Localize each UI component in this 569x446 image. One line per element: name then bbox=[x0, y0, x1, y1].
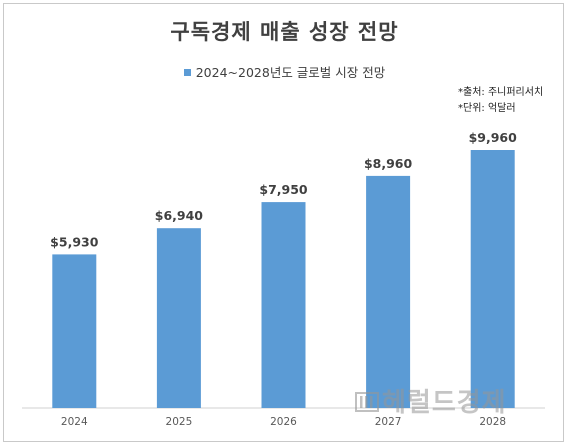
x-tick-2024: 2024 bbox=[61, 416, 88, 428]
legend: 2024~2028년도 글로벌 시장 전망 bbox=[0, 62, 569, 81]
watermark-text: 헤럴드경제 bbox=[382, 388, 507, 418]
bar-2027 bbox=[366, 175, 411, 408]
bar-2025 bbox=[156, 228, 201, 408]
chart-notes: *출처: 주니퍼리서치 *단위: 억달러 bbox=[458, 85, 543, 117]
data-label-2027: $8,960 bbox=[364, 156, 413, 171]
newspaper-logo-icon bbox=[355, 392, 379, 412]
chart-title: 구독경제 매출 성장 전망 bbox=[170, 20, 399, 44]
x-tick-2025: 2025 bbox=[166, 416, 193, 428]
x-tick-2026: 2026 bbox=[270, 416, 297, 428]
source-note: *출처: 주니퍼리서치 bbox=[458, 87, 544, 98]
bar-2028 bbox=[470, 150, 515, 408]
legend-label: 2024~2028년도 글로벌 시장 전망 bbox=[195, 65, 386, 80]
legend-swatch bbox=[183, 69, 191, 76]
x-tick-2027: 2027 bbox=[375, 416, 402, 428]
data-label-2024: $5,930 bbox=[50, 234, 99, 249]
unit-note: *단위: 억달러 bbox=[458, 103, 516, 114]
data-label-2028: $9,960 bbox=[469, 130, 518, 145]
x-tick-2028: 2028 bbox=[479, 416, 506, 428]
bar-2024 bbox=[52, 254, 97, 408]
data-label-2026: $7,950 bbox=[259, 182, 308, 197]
watermark: 헤럴드경제 bbox=[355, 382, 507, 419]
data-label-2025: $6,940 bbox=[155, 208, 204, 223]
bar-2026 bbox=[261, 202, 306, 408]
